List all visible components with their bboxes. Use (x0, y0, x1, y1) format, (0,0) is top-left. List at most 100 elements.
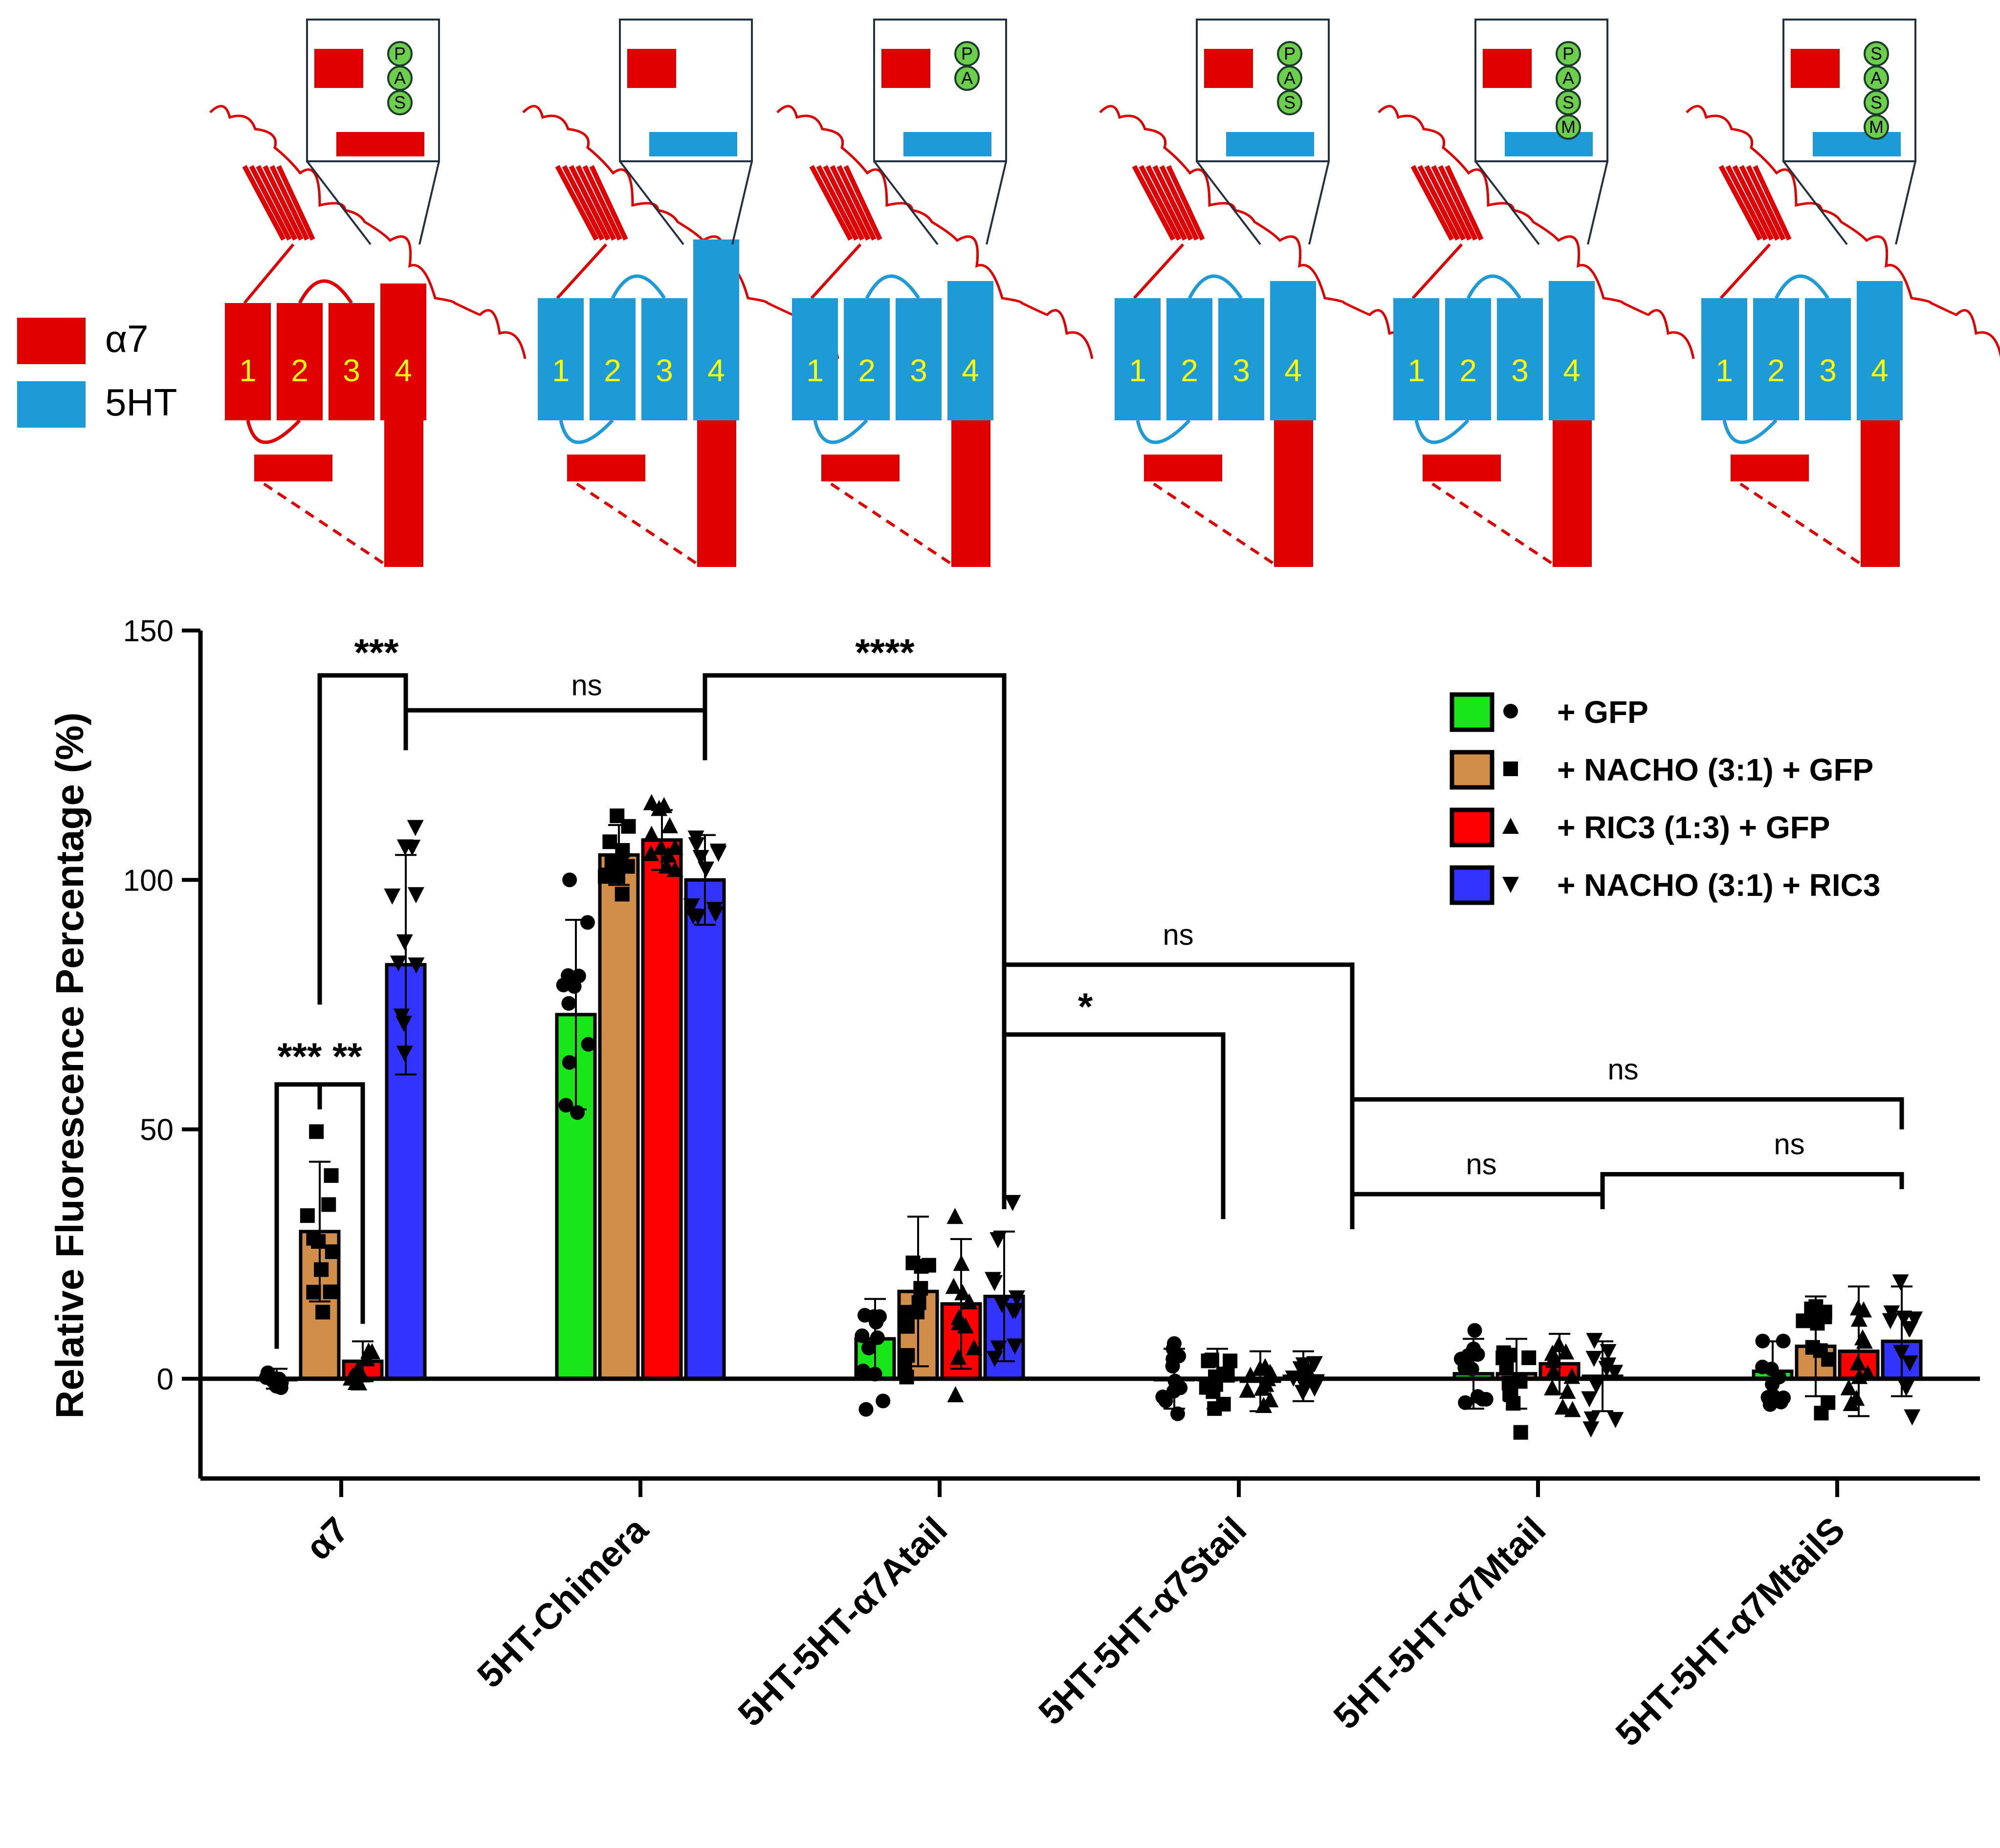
extracellular-domain-ribbon (776, 105, 1094, 359)
helix-number: 2 (604, 353, 621, 388)
data-point (1461, 1348, 1476, 1363)
helix-1 (1115, 298, 1161, 420)
x-tick-label: 5HT-5HT-α7Mtail (1325, 1509, 1553, 1737)
beta-strand (809, 165, 853, 241)
x-tick-label: 5HT-5HT-α7Atail (730, 1509, 955, 1734)
data-point (950, 1348, 967, 1365)
data-point (311, 1234, 326, 1249)
inset-guide (1587, 161, 1608, 245)
legend-swatch (1450, 692, 1495, 732)
significance-label: **** (855, 630, 915, 674)
residue-letter: P (1562, 43, 1574, 64)
x-tick-label: 5HT-Chimera (469, 1509, 656, 1696)
data-point (993, 1297, 1011, 1313)
extracellular-domain-ribbon (1099, 105, 1416, 359)
data-point (706, 902, 723, 918)
intracellular-loop-block (567, 455, 645, 481)
significance-bracket (703, 673, 1007, 1209)
data-point (692, 849, 709, 866)
helix-number: 3 (656, 353, 673, 388)
data-point (990, 1340, 1007, 1357)
data-point (900, 1319, 915, 1334)
data-point (390, 956, 407, 972)
data-point (1776, 1333, 1791, 1348)
beta-strand (1132, 165, 1176, 241)
residue-circle (1864, 114, 1889, 140)
helix-4 (1857, 281, 1903, 420)
data-point (1893, 1345, 1910, 1361)
helix-number: 4 (1563, 353, 1581, 388)
data-point (324, 1168, 339, 1183)
helix-number: 1 (1407, 353, 1425, 388)
data-point (1821, 1395, 1836, 1410)
data-point (360, 1342, 377, 1359)
data-point (687, 830, 704, 847)
significance-bracket (1350, 1097, 1904, 1229)
loop (298, 279, 353, 304)
data-point (1583, 1411, 1601, 1428)
data-point (396, 1045, 413, 1062)
data-point (683, 898, 700, 915)
bar (598, 853, 640, 1381)
loop (1466, 274, 1521, 299)
data-point (1854, 1329, 1871, 1346)
data-point (325, 1244, 340, 1259)
legend-label: + GFP (1557, 695, 1648, 730)
data-point (1805, 1340, 1820, 1355)
schematic-legend-label: α7 (105, 317, 148, 360)
beta-strand (263, 165, 304, 241)
significance-label: ns (1607, 1053, 1638, 1086)
data-point (1503, 761, 1518, 776)
intracellular-loop-block (821, 455, 900, 481)
data-point (562, 1055, 577, 1070)
data-point (861, 1340, 876, 1355)
helix-number: 4 (707, 353, 725, 388)
data-point (954, 1284, 971, 1301)
data-point (407, 820, 424, 836)
beta-strand (1445, 165, 1484, 241)
data-point (1588, 1378, 1605, 1394)
data-point (1167, 1373, 1183, 1389)
helix-number: 1 (1129, 353, 1146, 388)
data-point (1239, 1381, 1256, 1398)
inset-block (1791, 49, 1840, 88)
helix-4 (1270, 281, 1316, 420)
data-point (561, 968, 576, 983)
helix-4 (1549, 281, 1595, 420)
data-point (1545, 1351, 1562, 1368)
loop (1774, 274, 1829, 299)
data-point (1906, 1311, 1923, 1328)
data-point (1585, 1350, 1603, 1367)
data-point (384, 888, 401, 905)
data-point (306, 1284, 321, 1300)
dashed-connector (1739, 482, 1863, 566)
construct-schematic: 1 2 3 4 PAS (1099, 19, 1416, 567)
x-tick-label: 5HT-5HT-α7Stail (1031, 1509, 1254, 1733)
legend-swatch (1450, 807, 1495, 848)
data-point (570, 1105, 585, 1120)
dashed-connector (1431, 482, 1555, 566)
beta-strand (1732, 165, 1774, 241)
helix-number: 2 (858, 353, 876, 388)
beta-strand (823, 165, 865, 241)
chart-legend: + GFP + NACHO (3:1) + GFP + RIC3 (1:3) + G… (1450, 692, 1880, 905)
data-point (1773, 1394, 1788, 1410)
intracellular-loop-block (254, 455, 332, 481)
data-point (1559, 1383, 1576, 1399)
data-point (300, 1208, 315, 1223)
helix-2 (1445, 298, 1491, 420)
data-point (1901, 1321, 1918, 1337)
y-axis-label: Relative Fluorescence Percentage (%) (48, 712, 91, 1418)
significance-label: ns (1163, 918, 1193, 951)
loop (246, 419, 301, 444)
bar (684, 878, 726, 1381)
helix-4 (947, 281, 993, 420)
data-point (1554, 1398, 1571, 1415)
x-tick-label: α7 (298, 1509, 356, 1568)
data-point (869, 1315, 884, 1330)
helix-3 (896, 298, 942, 420)
data-point (1545, 1362, 1562, 1379)
residue-letter: S (1562, 92, 1574, 112)
